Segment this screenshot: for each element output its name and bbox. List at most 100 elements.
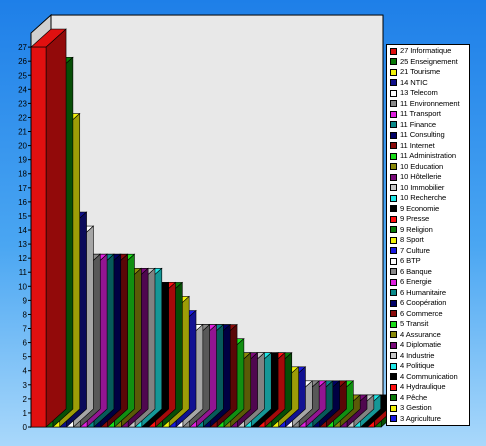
legend-swatch [390,331,397,339]
legend-item: 11 Finance [390,120,469,131]
y-tick-label: 21 [18,128,27,137]
legend-item: 4 Pêche [390,393,469,404]
y-tick-label: 24 [18,85,27,94]
legend-swatch [390,320,397,328]
legend-item: 6 Commerce [390,309,469,320]
legend-item: 10 Hôtellerie [390,172,469,183]
legend-item: 11 Transport [390,109,469,120]
legend-swatch [390,110,397,118]
legend-label: 6 BTP [400,256,421,265]
legend-label: 6 Coopération [400,298,447,307]
legend-swatch [390,184,397,192]
legend-item: 4 Industrie [390,351,469,362]
legend-item: 6 Coopération [390,298,469,309]
legend-swatch [390,299,397,307]
y-tick-label: 15 [18,212,27,221]
legend-label: 6 Humanitaire [400,287,446,297]
legend-swatch [390,415,397,423]
y-tick-label: 27 [18,43,27,52]
legend-swatch [390,289,397,297]
legend-item: 4 Politique [390,361,469,372]
y-tick-label: 19 [18,156,27,165]
legend-swatch [390,163,397,171]
legend-label: 27 Informatique [400,46,452,55]
y-tick-label: 5 [23,353,28,362]
legend-swatch [390,194,397,202]
legend-item: 11 Consulting [390,130,469,141]
legend-item: 3 Gestion [390,403,469,414]
legend-item: 10 Recherche [390,193,469,204]
y-tick-label: 26 [18,57,27,66]
legend-swatch [390,58,397,66]
legend-swatch [390,362,397,370]
y-tick-label: 16 [18,198,27,207]
y-tick-label: 2 [23,395,28,404]
legend-label: 4 Politique [400,361,435,370]
legend-item: 4 Communication [390,372,469,383]
legend-label: 13 Telecom [400,88,438,97]
legend-swatch [390,310,397,318]
y-tick-label: 13 [18,240,27,249]
legend-swatch [390,352,397,360]
legend-swatch [390,226,397,234]
y-tick-label: 7 [23,325,28,334]
legend-label: 4 Diplomatie [400,340,442,349]
legend-swatch [390,142,397,150]
legend-label: 4 Communication [400,371,458,381]
legend-item: 10 Education [390,162,469,173]
legend-label: 11 Transport [400,109,441,118]
legend-label: 11 Consulting [400,130,445,139]
legend-item: 6 Humanitaire [390,288,469,299]
legend-swatch [390,89,397,97]
legend-label: 4 Assurance [400,329,441,339]
y-tick-label: 11 [19,268,28,277]
legend-swatch [390,404,397,412]
legend-item: 4 Hydraulique [390,382,469,393]
legend-item: 6 BTP [390,256,469,267]
legend-label: 25 Enseignement [400,56,458,66]
legend-label: 11 Administration [400,151,456,160]
legend-item: 11 Internet [390,141,469,152]
legend-label: 11 Environnement [400,98,460,108]
y-tick-label: 14 [18,226,27,235]
legend-item: 10 Immobilier [390,183,469,194]
legend-swatch [390,373,397,381]
legend-item: 21 Tourisme [390,67,469,78]
legend-item: 9 Religion [390,225,469,236]
legend-swatch [390,278,397,286]
legend-label: 6 Energie [400,277,432,286]
legend-swatch [390,47,397,55]
legend-item: 6 Banque [390,267,469,278]
y-tick-label: 6 [23,339,28,348]
legend-label: 11 Internet [400,140,435,150]
legend-label: 8 Sport [400,235,424,244]
y-tick-label: 20 [18,142,27,151]
legend-item: 14 NTIC [390,78,469,89]
legend-swatch [390,236,397,244]
legend-item: 9 Economie [390,204,469,215]
legend-item: 5 Transit [390,319,469,330]
legend-label: 10 Immobilier [400,182,445,192]
legend-label: 14 NTIC [400,77,428,87]
y-tick-label: 12 [18,254,27,263]
legend-swatch [390,79,397,87]
y-tick-label: 4 [23,367,28,376]
y-tick-label: 1 [23,409,28,418]
y-tick-label: 22 [18,113,27,122]
legend-swatch [390,121,397,129]
legend-label: 3 Gestion [400,403,432,412]
bars [30,28,402,428]
legend-label: 9 Economie [400,203,440,213]
legend-item: 6 Energie [390,277,469,288]
legend-label: 11 Finance [400,119,437,129]
legend-item: 13 Telecom [390,88,469,99]
legend-label: 9 Religion [400,224,433,234]
legend-label: 6 Commerce [400,308,443,318]
y-tick-label: 9 [23,296,28,305]
legend-label: 10 Education [400,161,444,171]
legend-swatch [390,268,397,276]
legend-item: 4 Diplomatie [390,340,469,351]
legend-swatch [390,394,397,402]
legend-item: 27 Informatique [390,46,469,57]
